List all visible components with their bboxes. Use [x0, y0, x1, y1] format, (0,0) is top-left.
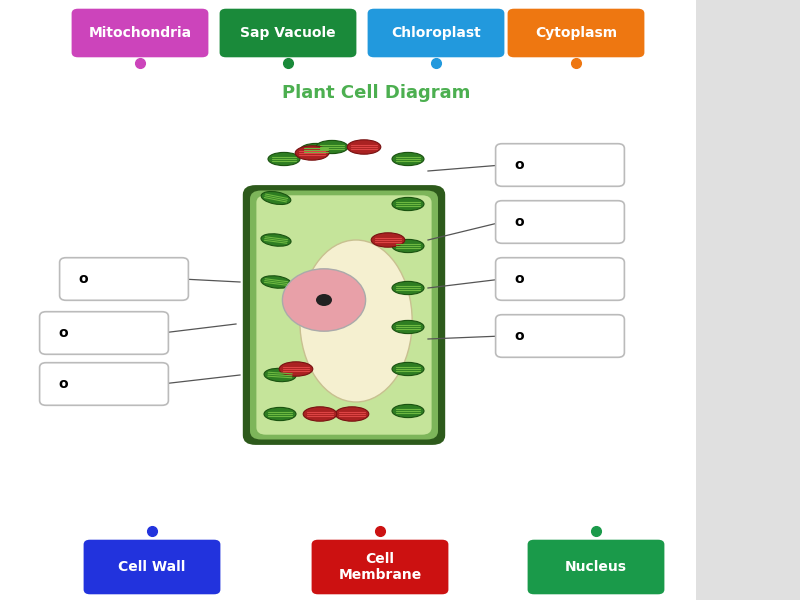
FancyBboxPatch shape: [60, 258, 189, 300]
FancyBboxPatch shape: [495, 314, 624, 357]
Text: o: o: [514, 329, 525, 343]
Ellipse shape: [392, 320, 424, 334]
Ellipse shape: [392, 404, 424, 418]
Text: o: o: [58, 326, 69, 340]
Ellipse shape: [261, 191, 291, 205]
FancyBboxPatch shape: [256, 196, 432, 434]
Circle shape: [282, 269, 366, 331]
Bar: [696, 0, 800, 600]
Circle shape: [316, 294, 332, 306]
FancyBboxPatch shape: [243, 185, 445, 445]
Ellipse shape: [392, 239, 424, 253]
Ellipse shape: [303, 407, 337, 421]
Text: Nucleus: Nucleus: [565, 560, 627, 574]
Ellipse shape: [392, 281, 424, 295]
Text: Cytoplasm: Cytoplasm: [535, 26, 617, 40]
Ellipse shape: [316, 140, 348, 154]
Ellipse shape: [392, 152, 424, 166]
Text: Plant Cell Diagram: Plant Cell Diagram: [282, 84, 470, 102]
Ellipse shape: [261, 234, 291, 246]
Ellipse shape: [392, 197, 424, 211]
Ellipse shape: [279, 362, 313, 376]
Ellipse shape: [268, 152, 300, 166]
FancyBboxPatch shape: [72, 8, 208, 58]
Ellipse shape: [392, 362, 424, 376]
Text: Mitochondria: Mitochondria: [89, 26, 191, 40]
Text: o: o: [514, 215, 525, 229]
FancyBboxPatch shape: [250, 191, 438, 439]
FancyBboxPatch shape: [507, 8, 644, 58]
Text: Sap Vacuole: Sap Vacuole: [240, 26, 336, 40]
FancyBboxPatch shape: [219, 8, 357, 58]
Ellipse shape: [335, 407, 369, 421]
Text: o: o: [514, 272, 525, 286]
FancyBboxPatch shape: [495, 258, 624, 300]
FancyBboxPatch shape: [311, 540, 448, 594]
Ellipse shape: [347, 140, 381, 154]
FancyBboxPatch shape: [495, 200, 624, 243]
Text: Cell
Membrane: Cell Membrane: [338, 553, 422, 581]
Ellipse shape: [295, 146, 329, 160]
Text: o: o: [78, 272, 89, 286]
FancyBboxPatch shape: [528, 540, 664, 594]
FancyBboxPatch shape: [84, 540, 220, 594]
Ellipse shape: [264, 368, 296, 382]
FancyBboxPatch shape: [495, 144, 624, 186]
FancyBboxPatch shape: [368, 8, 505, 58]
Text: Chloroplast: Chloroplast: [391, 26, 481, 40]
Ellipse shape: [300, 143, 332, 157]
Text: o: o: [514, 158, 525, 172]
Ellipse shape: [371, 233, 405, 247]
Ellipse shape: [264, 407, 296, 421]
Ellipse shape: [261, 276, 291, 288]
Text: o: o: [58, 377, 69, 391]
FancyBboxPatch shape: [40, 312, 169, 354]
FancyBboxPatch shape: [40, 362, 169, 406]
Text: Cell Wall: Cell Wall: [118, 560, 186, 574]
Ellipse shape: [300, 240, 412, 402]
